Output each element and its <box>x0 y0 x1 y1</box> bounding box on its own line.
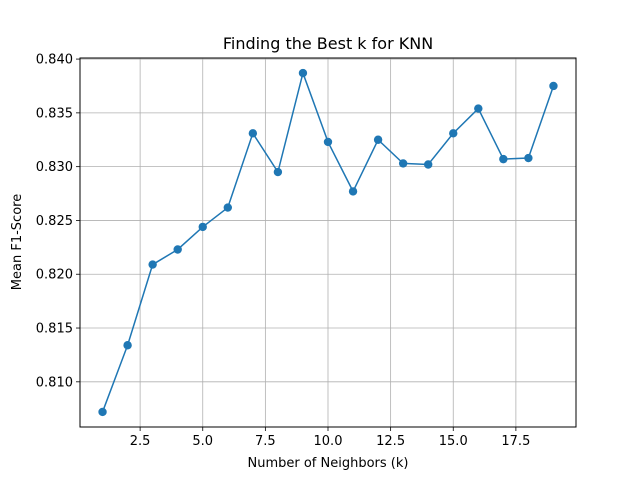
data-point <box>499 154 508 164</box>
grid-lines <box>80 58 576 427</box>
y-axis-label: Mean F1-Score <box>10 194 25 290</box>
x-tick-label: 17.5 <box>501 434 530 449</box>
x-axis: 2.5 5.0 7.5 10.0 12.5 15.0 17.5 <box>130 427 530 449</box>
x-tick-label: 5.0 <box>192 434 213 449</box>
data-point <box>173 245 182 254</box>
data-point <box>424 160 433 169</box>
y-tick-label: 0.835 <box>36 106 73 121</box>
x-tick-label: 7.5 <box>255 434 276 449</box>
data-point <box>549 81 558 91</box>
chart-title: Finding the Best k for KNN <box>223 34 433 53</box>
y-tick-label: 0.840 <box>36 53 73 68</box>
x-tick-label: 2.5 <box>130 434 151 449</box>
x-axis-label: Number of Neighbors (k) <box>248 456 409 471</box>
y-tick-label: 0.825 <box>36 214 73 229</box>
data-point <box>98 407 107 417</box>
data-point <box>398 159 408 168</box>
y-tick-label: 0.820 <box>36 268 73 283</box>
x-tick-label: 15.0 <box>439 434 468 449</box>
data-point <box>323 137 333 147</box>
y-tick-label: 0.815 <box>36 322 73 337</box>
y-axis: 0.810 0.815 0.820 0.825 0.830 0.835 0.840 <box>36 53 80 390</box>
data-point <box>524 153 533 163</box>
data-point <box>373 135 383 144</box>
data-point <box>198 222 207 232</box>
y-tick-label: 0.810 <box>36 375 73 390</box>
data-point <box>298 68 308 78</box>
x-tick-label: 10.0 <box>314 434 343 449</box>
data-point <box>449 129 458 138</box>
data-point <box>474 104 483 113</box>
data-point <box>148 260 157 269</box>
x-tick-label: 12.5 <box>376 434 405 449</box>
data-point <box>348 187 358 196</box>
data-point <box>123 341 132 350</box>
data-point <box>248 129 258 138</box>
data-point <box>273 167 283 177</box>
y-tick-label: 0.830 <box>36 160 73 175</box>
data-point <box>223 203 232 212</box>
series-group <box>98 68 558 417</box>
